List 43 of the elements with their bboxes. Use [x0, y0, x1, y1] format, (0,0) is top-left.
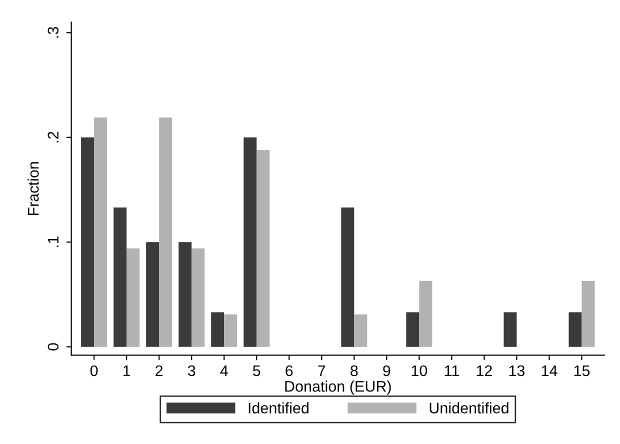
bar — [419, 280, 432, 347]
y-tick-label: .3 — [48, 26, 59, 38]
bar — [178, 242, 192, 347]
y-tick-label: .1 — [48, 236, 58, 248]
x-tick-label: 6 — [286, 365, 293, 376]
bar — [126, 248, 140, 347]
x-tick-label: 14 — [542, 365, 558, 376]
bar — [504, 312, 517, 347]
bar — [406, 312, 420, 347]
bar — [192, 248, 205, 347]
bar — [256, 150, 270, 347]
bar — [114, 208, 127, 347]
x-tick-label: 4 — [220, 365, 228, 376]
bar — [244, 137, 257, 347]
bar — [94, 117, 108, 347]
x-tick-label: 10 — [412, 365, 428, 376]
x-tick-label: 0 — [90, 365, 98, 376]
x-tick-label: 13 — [509, 365, 525, 376]
x-tick-label: 9 — [383, 365, 390, 376]
y-axis-title: Fraction — [28, 162, 39, 216]
x-tick-label: 3 — [188, 365, 196, 376]
x-tick-label: 15 — [574, 365, 590, 376]
x-tick-label: 11 — [444, 365, 459, 376]
y-tick-label: 0 — [48, 343, 59, 350]
legend-label: Identified — [248, 402, 308, 414]
bar — [146, 242, 160, 347]
x-tick-label: 5 — [252, 365, 260, 376]
bar — [159, 117, 172, 347]
bar — [568, 312, 582, 347]
y-tick-label: .2 — [48, 132, 58, 142]
legend-label: Unidentified — [430, 402, 508, 414]
bar — [354, 314, 368, 347]
x-axis-title: Donation (EUR) — [285, 380, 391, 395]
bar — [341, 208, 354, 347]
x-tick-label: 8 — [350, 365, 358, 376]
x-tick-label: 7 — [318, 365, 326, 376]
bar — [81, 137, 94, 347]
bar — [582, 280, 595, 347]
x-tick-label: 2 — [156, 365, 163, 376]
x-tick-label: 12 — [476, 365, 492, 376]
bar — [224, 314, 238, 347]
x-tick-label: 1 — [123, 365, 130, 376]
bar — [211, 312, 224, 347]
